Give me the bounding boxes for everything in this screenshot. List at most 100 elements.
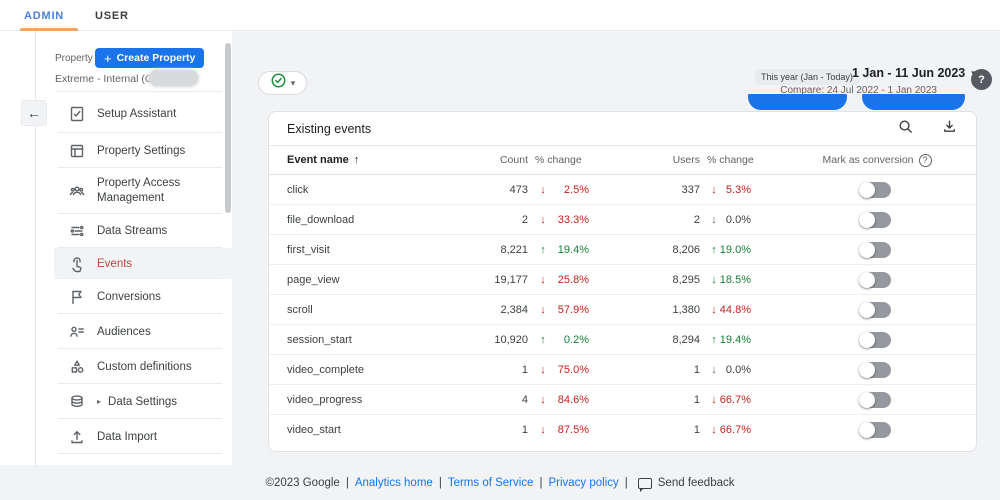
sidebar-item-data-settings[interactable]: ▸ Data Settings: [35, 384, 232, 419]
check-circle-icon: [270, 72, 287, 94]
users-change-arrow-icon: ↑: [711, 243, 717, 256]
sidebar-item-data-import[interactable]: Data Import: [35, 419, 232, 454]
mark-as-conversion-toggle[interactable]: [859, 182, 891, 198]
clipped-buttons: [748, 94, 966, 111]
users-change-value: 5.3%: [725, 183, 751, 196]
count-change-value: 33.3%: [557, 213, 589, 226]
column-header-users[interactable]: Users: [672, 154, 700, 166]
search-button[interactable]: [893, 117, 917, 141]
help-button[interactable]: ?: [971, 69, 992, 90]
count-change-arrow-icon: ↓: [540, 183, 546, 196]
count-change-arrow-icon: ↑: [540, 333, 546, 346]
column-header-users-change[interactable]: % change: [707, 154, 754, 166]
count-change-arrow-icon: ↓: [540, 393, 546, 406]
toggle-cell: [859, 422, 891, 438]
divider: [58, 313, 222, 314]
toggle-knob: [859, 332, 875, 348]
event-users: 2: [693, 213, 700, 226]
users-change-value: 44.8%: [719, 303, 751, 316]
download-button[interactable]: [937, 117, 961, 141]
admin-sidebar: ← Property + Create Property Extreme - I…: [0, 31, 232, 465]
mark-as-conversion-toggle[interactable]: [859, 362, 891, 378]
mark-as-conversion-toggle[interactable]: [859, 272, 891, 288]
column-header-event-name[interactable]: Event name ↑: [287, 146, 359, 174]
divider: [55, 91, 222, 92]
mark-as-conversion-toggle[interactable]: [859, 332, 891, 348]
sidebar-item-property-settings[interactable]: Property Settings: [35, 133, 232, 168]
sidebar-item-property-access-management[interactable]: Property Access Management: [35, 168, 232, 214]
copyright-text: ©2023 Google: [265, 477, 340, 489]
tab-user[interactable]: USER: [95, 9, 129, 22]
mark-as-conversion-toggle[interactable]: [859, 302, 891, 318]
chevron-down-icon: ▾: [290, 77, 296, 88]
mark-as-conversion-toggle[interactable]: [859, 392, 891, 408]
toggle-knob: [859, 242, 875, 258]
count-change-value: 87.5%: [557, 424, 589, 436]
mark-as-conversion-toggle[interactable]: [859, 242, 891, 258]
question-mark-icon: ?: [978, 73, 985, 86]
send-feedback-link[interactable]: Send feedback: [657, 477, 735, 489]
count-change-arrow-icon: ↓: [540, 213, 546, 226]
divider: [58, 383, 222, 384]
event-name: video_progress: [287, 393, 363, 406]
users-change-value: 19.4%: [719, 333, 751, 346]
event-users: 8,206: [672, 243, 700, 256]
event-users: 337: [681, 183, 700, 196]
setup-assistant-icon: [68, 105, 86, 123]
card-title: Existing events: [287, 121, 372, 136]
sidebar-item-audiences[interactable]: Audiences: [35, 314, 232, 349]
sidebar-item-conversions[interactable]: Conversions: [35, 279, 232, 314]
sidebar-item-label: Property Settings: [97, 144, 186, 157]
column-header-count-change[interactable]: % change: [535, 154, 582, 166]
count-change-arrow-icon: ↓: [540, 273, 546, 286]
sidebar-item-data-streams[interactable]: Data Streams: [35, 214, 232, 248]
feedback-bubble-icon: [637, 477, 652, 492]
data-settings-icon: [68, 393, 86, 411]
users-change-value: 18.5%: [719, 273, 751, 286]
event-count: 19,177: [494, 273, 528, 286]
sidebar-item-events[interactable]: Events: [35, 248, 232, 279]
divider: [58, 278, 222, 279]
create-property-button[interactable]: + Create Property: [95, 48, 205, 68]
sidebar-item-label: Audiences: [97, 325, 151, 338]
sidebar-item-setup-assistant[interactable]: Setup Assistant: [35, 95, 232, 133]
count-change-value: 19.4%: [557, 243, 589, 256]
date-range-text: 1 Jan - 11 Jun 2023: [852, 66, 966, 80]
sidebar-scrollbar[interactable]: [225, 43, 231, 213]
event-count: 10,920: [494, 333, 528, 346]
sidebar-item-label: Custom definitions: [97, 360, 192, 373]
link-terms-of-service[interactable]: Terms of Service: [447, 477, 534, 489]
sidebar-item-custom-definitions[interactable]: Custom definitions: [35, 349, 232, 384]
link-analytics-home[interactable]: Analytics home: [354, 477, 433, 489]
back-button[interactable]: ←: [21, 100, 47, 126]
toggle-cell: [859, 302, 891, 318]
count-change-value: 75.0%: [557, 363, 589, 376]
partial-blue-button-right[interactable]: [862, 94, 965, 110]
status-check-dropdown[interactable]: ▾: [258, 71, 307, 95]
table-row: file_download 2 ↓ 33.3% 2 ↓ 0.0%: [269, 205, 976, 235]
sidebar-menu: Setup Assistant Property Settings Proper…: [35, 95, 232, 454]
events-icon: [68, 255, 86, 273]
sidebar-item-label: Data Settings: [108, 395, 178, 408]
tab-admin[interactable]: ADMIN: [24, 9, 65, 22]
toggle-knob: [859, 392, 875, 408]
mark-as-conversion-toggle[interactable]: [859, 212, 891, 228]
conversions-icon: [68, 288, 86, 306]
mark-as-conversion-toggle[interactable]: [859, 422, 891, 438]
column-header-count[interactable]: Count: [499, 154, 528, 166]
table-row: page_view 19,177 ↓ 25.8% 8,295 ↓ 18.5%: [269, 265, 976, 295]
event-users: 8,294: [672, 333, 700, 346]
users-change-value: 66.7%: [719, 393, 751, 406]
event-users: 1: [693, 393, 700, 406]
table-row: click 473 ↓ 2.5% 337 ↓ 5.3%: [269, 175, 976, 205]
sidebar-item-label: Setup Assistant: [97, 108, 177, 120]
help-circle-icon[interactable]: ?: [918, 153, 932, 167]
toggle-knob: [859, 182, 875, 198]
date-range-picker[interactable]: 1 Jan - 11 Jun 2023 ▾: [852, 66, 976, 80]
table-row: first_visit 8,221 ↑ 19.4% 8,206 ↑ 19.0%: [269, 235, 976, 265]
event-name: scroll: [287, 303, 313, 316]
expand-caret-icon[interactable]: ▸: [97, 397, 102, 406]
partial-blue-button-left[interactable]: [748, 94, 847, 110]
link-privacy-policy[interactable]: Privacy policy: [548, 477, 619, 489]
